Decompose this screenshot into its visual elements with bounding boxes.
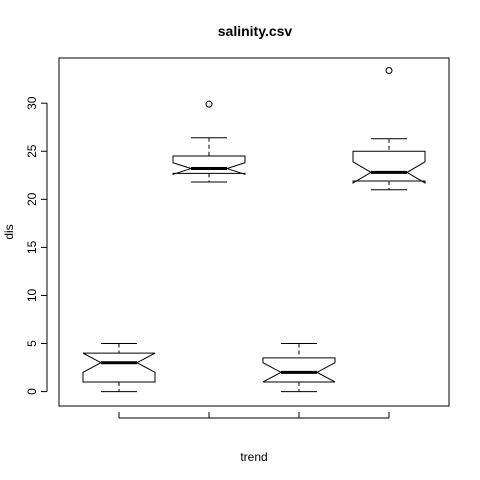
y-tick-label: 30 xyxy=(25,96,39,110)
x-axis-label: trend xyxy=(240,450,267,464)
outlier-point xyxy=(206,101,212,107)
y-tick-label: 25 xyxy=(25,144,39,158)
boxes-group xyxy=(83,67,425,391)
box-1 xyxy=(83,344,155,392)
notched-box xyxy=(83,353,155,382)
y-tick-label: 15 xyxy=(25,240,39,254)
y-tick-label: 5 xyxy=(25,340,39,347)
y-axis-label: dis xyxy=(2,224,16,239)
box-2 xyxy=(173,101,245,182)
notched-box xyxy=(263,358,335,382)
y-tick-label: 10 xyxy=(25,288,39,302)
y-tick-label: 0 xyxy=(25,388,39,395)
y-tick-label: 20 xyxy=(25,192,39,206)
chart-title: salinity.csv xyxy=(218,23,293,39)
notched-box xyxy=(173,156,245,174)
y-axis: 0 5 10 15 20 25 30 xyxy=(25,96,47,395)
outlier-point xyxy=(386,67,392,73)
box-4 xyxy=(353,67,425,189)
notched-box xyxy=(353,151,425,183)
x-axis xyxy=(119,412,389,418)
box-3 xyxy=(263,344,335,392)
